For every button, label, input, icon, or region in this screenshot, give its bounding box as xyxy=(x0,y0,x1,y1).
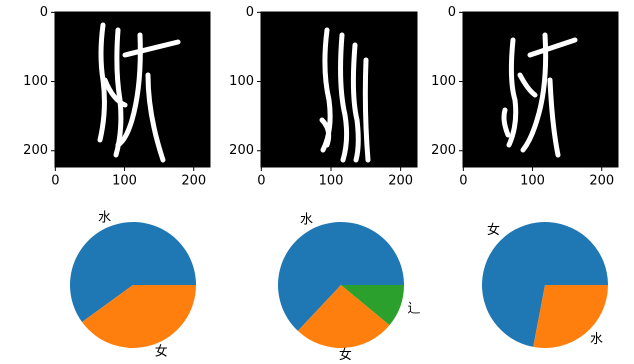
image xyxy=(55,12,210,167)
y-tick-label: 100 xyxy=(23,74,48,89)
y-tick-label: 0 xyxy=(448,5,456,20)
x-tick-label: 0 xyxy=(51,174,59,189)
x-tick-label: 0 xyxy=(257,174,265,189)
image xyxy=(463,12,618,167)
charts: 0 100 200 0 100 200 0 100 200 0 100 200 0 100 200 0 100 2… xyxy=(23,5,618,360)
y-tick-label: 0 xyxy=(246,5,254,20)
y-tick-label: 100 xyxy=(229,74,254,89)
x-tick-label: 0 xyxy=(459,174,467,189)
x-tick-label: 200 xyxy=(589,174,614,189)
y-tick-label: 200 xyxy=(431,143,456,158)
pie-label: 水 xyxy=(590,332,603,347)
pie-label: 女 xyxy=(487,222,500,238)
x-tick-label: 200 xyxy=(388,174,413,189)
y-tick-label: 0 xyxy=(40,5,48,20)
pie-label: 辶 xyxy=(407,301,420,316)
y-tick-label: 100 xyxy=(431,74,456,89)
x-tick-label: 100 xyxy=(520,174,545,189)
pie-label: 水 xyxy=(98,210,111,225)
pie-label: 水 xyxy=(300,213,313,228)
x-tick-label: 100 xyxy=(319,174,344,189)
figure: 0 100 200 0 100 200 0 100 200 0 100 200 0 100 200 0 100 2… xyxy=(0,0,634,360)
x-tick-label: 100 xyxy=(112,174,137,189)
pie-label: 女 xyxy=(339,347,352,360)
x-tick-label: 200 xyxy=(181,174,206,189)
y-tick-label: 200 xyxy=(229,143,254,158)
y-tick-label: 200 xyxy=(23,143,48,158)
pie-label: 女 xyxy=(155,344,168,360)
